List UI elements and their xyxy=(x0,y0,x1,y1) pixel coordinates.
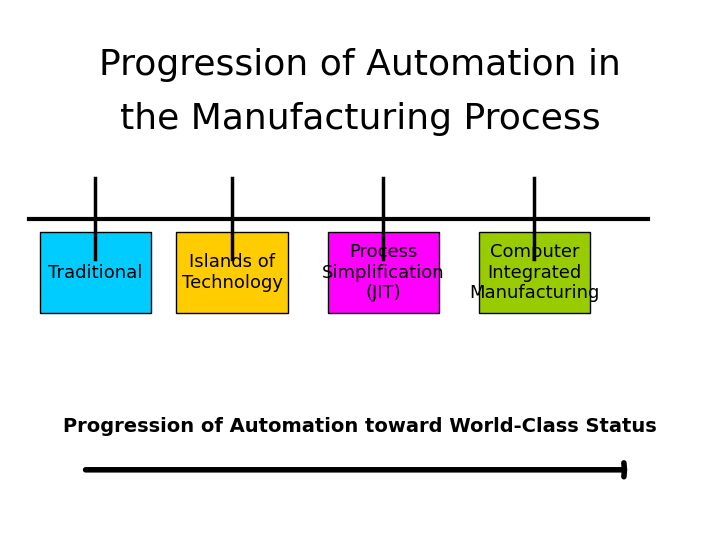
FancyBboxPatch shape xyxy=(328,232,439,313)
Text: Traditional: Traditional xyxy=(48,264,143,282)
FancyBboxPatch shape xyxy=(40,232,151,313)
Text: Progression of Automation in: Progression of Automation in xyxy=(99,48,621,82)
FancyBboxPatch shape xyxy=(479,232,590,313)
Text: Progression of Automation toward World-Class Status: Progression of Automation toward World-C… xyxy=(63,417,657,436)
Text: Computer
Integrated
Manufacturing: Computer Integrated Manufacturing xyxy=(469,243,600,302)
Text: Islands of
Technology: Islands of Technology xyxy=(181,253,283,292)
Text: Process
Simplification
(JIT): Process Simplification (JIT) xyxy=(322,243,445,302)
FancyBboxPatch shape xyxy=(176,232,288,313)
Text: the Manufacturing Process: the Manufacturing Process xyxy=(120,102,600,136)
